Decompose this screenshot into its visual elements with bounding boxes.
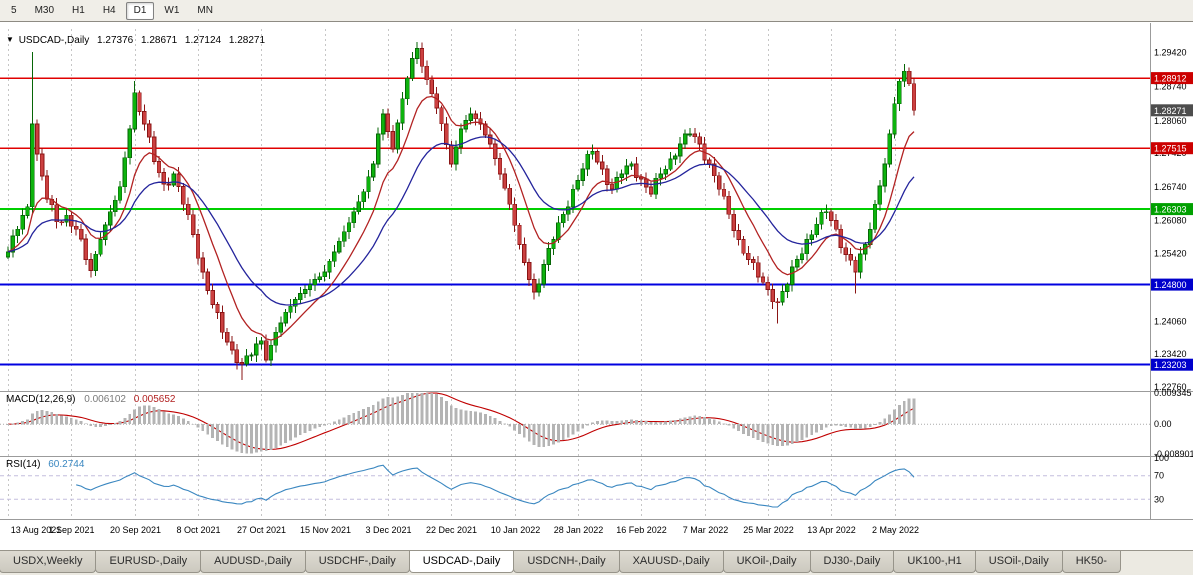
svg-text:1.26303: 1.26303 — [1154, 205, 1187, 215]
svg-text:28 Jan 2022: 28 Jan 2022 — [554, 525, 604, 535]
chart-tab-audusd-daily[interactable]: AUDUSD-,Daily — [200, 551, 306, 573]
panel-separators — [0, 23, 1193, 520]
svg-text:1.25420: 1.25420 — [1154, 248, 1187, 258]
svg-text:8 Oct 2021: 8 Oct 2021 — [176, 525, 220, 535]
svg-text:1.24060: 1.24060 — [1154, 317, 1187, 327]
timeframe-button-mn[interactable]: MN — [197, 4, 213, 16]
timeframe-button-h4[interactable]: H4 — [102, 4, 116, 16]
chart-symbol: USDCAD-,Daily — [18, 35, 90, 46]
ohlc-high: 1.28671 — [140, 35, 178, 46]
chart-tab-usoil-daily[interactable]: USOil-,Daily — [974, 551, 1063, 573]
chart-tab-uk100-h1[interactable]: UK100-,H1 — [893, 551, 976, 573]
macd-indicator-label: MACD(12,26,9) 0.006102 0.005652 — [6, 394, 175, 405]
svg-text:1.28912: 1.28912 — [1154, 74, 1187, 84]
svg-text:27 Oct 2021: 27 Oct 2021 — [237, 525, 286, 535]
macd-main-value: 0.006102 — [84, 394, 126, 405]
chart-tab-hk50[interactable]: HK50- — [1061, 551, 1121, 573]
chart-tabbar: USDX,Weekly EURUSD-,Daily AUDUSD-,Daily USD… — [0, 550, 1193, 575]
rsi-panel — [0, 464, 1150, 508]
chart-tab-xauusd-daily[interactable]: XAUUSD-,Daily — [618, 551, 724, 573]
svg-text:1.22760: 1.22760 — [1154, 382, 1187, 392]
svg-text:1.23420: 1.23420 — [1154, 349, 1187, 359]
svg-text:0.009345: 0.009345 — [1154, 388, 1192, 398]
chart-tab-eurusd-daily[interactable]: EURUSD-,Daily — [95, 551, 202, 573]
svg-text:25 Mar 2022: 25 Mar 2022 — [743, 525, 794, 535]
svg-text:15 Nov 2021: 15 Nov 2021 — [300, 525, 351, 535]
collapse-icon: ▼ — [6, 35, 14, 44]
svg-text:1.28271: 1.28271 — [1154, 106, 1187, 116]
svg-text:30: 30 — [1154, 494, 1164, 504]
svg-text:16 Feb 2022: 16 Feb 2022 — [616, 525, 667, 535]
chart-tab-usdcnh-daily[interactable]: USDCNH-,Daily — [513, 551, 620, 573]
ohlc-close: 1.28271 — [228, 35, 266, 46]
ohlc-open: 1.27376 — [97, 35, 134, 46]
svg-text:0.00: 0.00 — [1154, 419, 1172, 429]
candlestick-series — [5, 42, 917, 380]
svg-text:2 May 2022: 2 May 2022 — [872, 525, 919, 535]
chart-tab-usdx-weekly[interactable]: USDX,Weekly — [0, 551, 97, 573]
chart-tab-usdcad-daily[interactable]: USDCAD-,Daily — [408, 551, 515, 573]
grid-lines — [8, 29, 896, 519]
svg-text:1.29420: 1.29420 — [1154, 48, 1187, 58]
svg-text:1.24800: 1.24800 — [1154, 280, 1187, 290]
timeframe-button-d1[interactable]: D1 — [125, 1, 155, 20]
svg-text:13 Apr 2022: 13 Apr 2022 — [807, 525, 856, 535]
timeframe-button-h1[interactable]: H1 — [72, 4, 85, 16]
svg-text:13 Aug 2021: 13 Aug 2021 — [11, 525, 62, 535]
svg-text:1 Sep 2021: 1 Sep 2021 — [48, 525, 94, 535]
svg-text:7 Mar 2022: 7 Mar 2022 — [683, 525, 729, 535]
ohlc-low: 1.27124 — [184, 35, 222, 46]
svg-text:3 Dec 2021: 3 Dec 2021 — [365, 525, 411, 535]
chart-title: ▼ USDCAD-,Daily 1.27376 1.28671 1.27124 … — [6, 35, 265, 46]
timeframe-button-5[interactable]: 5 — [11, 4, 17, 16]
rsi-value: 60.2744 — [48, 459, 85, 470]
rsi-indicator-label: RSI(14) 60.2744 — [6, 459, 84, 470]
chart-canvas[interactable]: 1.294201.287401.280601.274201.267401.260… — [0, 23, 1193, 550]
price-badges: 1.28912 1.27515 1.26303 1.24800 1.23203 1.282… — [1151, 72, 1193, 371]
chart-tab-dj30-daily[interactable]: DJ30-,Daily — [809, 551, 895, 573]
svg-text:1.28060: 1.28060 — [1154, 116, 1187, 126]
macd-histogram — [6, 393, 916, 454]
chart-tab-usdchf-daily[interactable]: USDCHF-,Daily — [304, 551, 410, 573]
svg-text:1.23203: 1.23203 — [1154, 360, 1187, 370]
macd-name: MACD(12,26,9) — [6, 394, 76, 405]
svg-text:10 Jan 2022: 10 Jan 2022 — [491, 525, 541, 535]
svg-text:1.26080: 1.26080 — [1154, 215, 1187, 225]
macd-signal-value: 0.005652 — [133, 394, 176, 405]
support-resistance-lines[interactable] — [0, 77, 1150, 366]
rsi-name: RSI(14) — [6, 459, 41, 470]
svg-text:100: 100 — [1154, 453, 1169, 463]
timeframe-toolbar: 5 M30 H1 H4 D1 W1 MN — [0, 0, 1193, 22]
moving-average-lines — [7, 95, 915, 341]
chart-window: 1.294201.287401.280601.274201.267401.260… — [0, 23, 1193, 550]
svg-text:1.26740: 1.26740 — [1154, 182, 1187, 192]
svg-text:1.27515: 1.27515 — [1154, 144, 1187, 154]
chart-tab-ukoil-daily[interactable]: UKOil-,Daily — [722, 551, 811, 573]
svg-text:70: 70 — [1154, 471, 1164, 481]
svg-text:20 Sep 2021: 20 Sep 2021 — [110, 525, 161, 535]
svg-text:1.28740: 1.28740 — [1154, 82, 1187, 92]
svg-text:22 Dec 2021: 22 Dec 2021 — [426, 525, 477, 535]
svg-text:-0.008901: -0.008901 — [1154, 449, 1193, 459]
chart-plot-area[interactable] — [0, 23, 1150, 519]
timeframe-button-w1[interactable]: W1 — [164, 4, 180, 16]
timeframe-button-m30[interactable]: M30 — [34, 4, 55, 16]
